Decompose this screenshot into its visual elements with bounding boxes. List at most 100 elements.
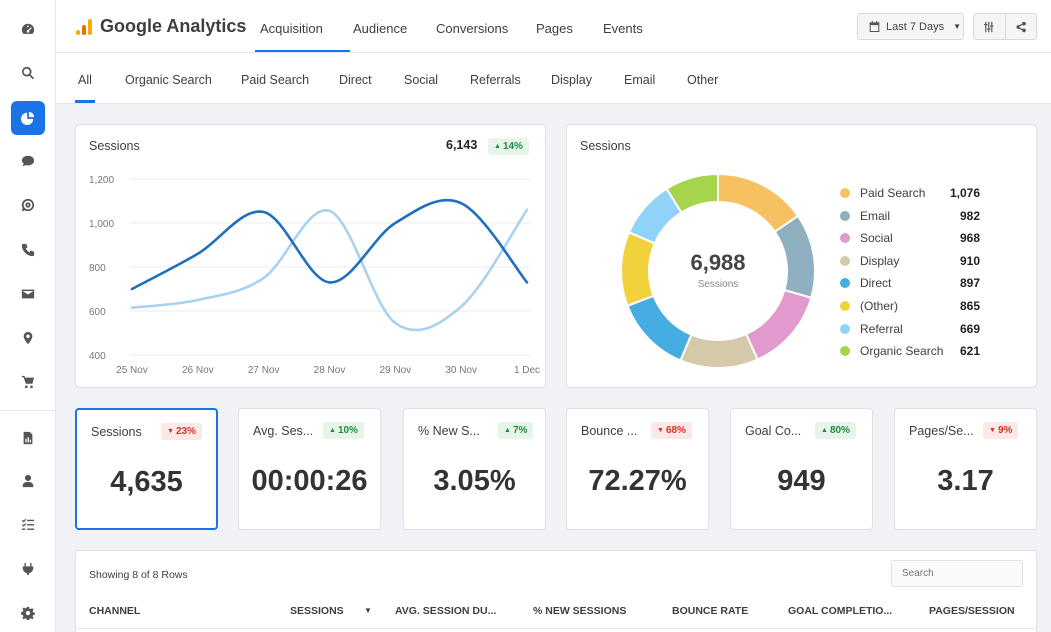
date-range-dropdown[interactable]: Last 7 Days ▼ [857, 13, 964, 40]
column-header-bounce-rate[interactable]: BOUNCE RATE [672, 605, 749, 617]
kpi-card[interactable]: Bounce ... ▼ 68% 72.27% [566, 408, 709, 530]
legend-item[interactable]: Direct 897 [840, 276, 980, 290]
tab-pages[interactable]: Pages [536, 21, 573, 36]
tab-acquisition[interactable]: Acquisition [260, 21, 323, 36]
checklist-icon[interactable] [11, 508, 45, 542]
line-card-total: 6,143 [446, 138, 478, 152]
triangle-down-icon: ▼ [657, 427, 664, 434]
column-header-goal-completions[interactable]: GOAL COMPLETIO... [788, 605, 893, 617]
kpi-change-badge: ▲ 7% [498, 422, 534, 439]
subtab-referrals[interactable]: Referrals [470, 73, 521, 87]
legend-value: 910 [959, 253, 980, 268]
subtab-email[interactable]: Email [624, 73, 656, 87]
line-card-change: 14% [502, 141, 523, 152]
y-tick-label: 800 [89, 263, 106, 274]
app-logo[interactable]: Google Analytics [76, 16, 246, 37]
subtab-direct[interactable]: Direct [339, 73, 372, 87]
kpi-card[interactable]: Goal Co... ▲ 80% 949 [730, 408, 873, 530]
pie-chart-icon[interactable] [11, 101, 45, 135]
donut-slice[interactable] [665, 172, 719, 214]
kpi-value: 3.17 [937, 465, 994, 497]
kpi-card[interactable]: Sessions ▼ 23% 4,635 [75, 408, 218, 530]
dashboard-icon[interactable] [11, 12, 45, 46]
legend-label: Social [860, 231, 893, 246]
phone-icon[interactable] [11, 233, 45, 267]
legend-item[interactable]: (Other) 865 [840, 299, 980, 313]
gear-icon[interactable] [11, 596, 45, 630]
x-tick-label: 25 Nov [116, 365, 148, 376]
donut-slice[interactable] [626, 294, 693, 362]
kpi-title: Avg. Ses... [253, 424, 314, 438]
kpi-value: 3.05% [433, 465, 516, 497]
subtab-other[interactable]: Other [687, 73, 719, 87]
line-card-title: Sessions [89, 139, 140, 153]
map-pin-icon[interactable] [11, 321, 45, 355]
table-row-count: Showing 8 of 8 Rows [89, 569, 188, 581]
legend-label: Paid Search [860, 186, 926, 200]
triangle-up-icon: ▲ [329, 427, 336, 434]
subtab-display[interactable]: Display [551, 73, 592, 87]
kpi-card[interactable]: % New S... ▲ 7% 3.05% [403, 408, 546, 530]
subtab-social[interactable]: Social [404, 73, 439, 87]
legend-item[interactable]: Display 910 [840, 254, 980, 268]
kpi-card[interactable]: Avg. Ses... ▲ 10% 00:00:26 [238, 408, 381, 530]
legend-label: Email [860, 208, 891, 223]
caret-down-icon: ▼ [953, 22, 962, 31]
kpi-change-badge: ▼ 9% [983, 422, 1019, 439]
column-header-avg-session-duration[interactable]: AVG. SESSION DU... [395, 605, 497, 617]
column-header-pages-session[interactable]: PAGES/SESSION [929, 605, 1015, 617]
column-header-channel[interactable]: CHANNEL [89, 605, 141, 617]
legend-item[interactable]: Email 982 [840, 209, 980, 223]
app-title: Google Analytics [100, 16, 247, 36]
donut-slice[interactable] [620, 230, 657, 308]
legend-value: 1,076 [949, 186, 980, 200]
tab-audience[interactable]: Audience [353, 21, 408, 36]
kpi-card[interactable]: Pages/Se... ▼ 9% 3.17 [894, 408, 1037, 530]
cart-icon[interactable] [11, 365, 45, 399]
kpi-value: 00:00:26 [251, 465, 368, 497]
chat-bubble-icon[interactable] [11, 144, 45, 178]
report-icon[interactable] [11, 421, 45, 455]
plug-icon[interactable] [11, 552, 45, 586]
date-range-label: Last 7 Days [886, 20, 945, 33]
tab-conversions[interactable]: Conversions [436, 21, 509, 36]
target-chat-icon[interactable] [11, 188, 45, 222]
search-icon[interactable] [11, 56, 45, 90]
legend-item[interactable]: Social 968 [840, 231, 980, 245]
sessions-line-card: Sessions 6,143 ▲ 14% 1,200 1,000 800 600 400 2… [75, 124, 546, 388]
legend-value: 968 [959, 231, 980, 246]
triangle-up-icon: ▲ [494, 143, 501, 150]
mail-icon[interactable] [11, 277, 45, 311]
kpi-title: Pages/Se... [909, 424, 974, 438]
kpi-change-badge: ▼ 68% [651, 422, 692, 439]
subtab-all[interactable]: All [78, 73, 92, 87]
kpi-title: Sessions [91, 425, 142, 439]
channel-table-card: Showing 8 of 8 Rows CHANNEL SESSIONS ▼ A… [75, 550, 1037, 632]
table-search-input[interactable] [891, 560, 1023, 587]
donut-slice[interactable] [679, 332, 759, 369]
legend-swatch [840, 210, 850, 221]
sort-desc-icon[interactable]: ▼ [364, 606, 372, 615]
table-header-divider [76, 628, 1036, 629]
legend-item[interactable]: Organic Search 621 [840, 344, 980, 358]
donut-slice[interactable] [773, 214, 816, 300]
subtab-paid-search[interactable]: Paid Search [241, 73, 310, 87]
legend-swatch [840, 188, 850, 198]
donut-slice[interactable] [744, 288, 813, 361]
kpi-change: 7% [512, 425, 528, 436]
legend-item[interactable]: Paid Search 1,076 [840, 186, 980, 200]
share-button[interactable] [1004, 14, 1037, 39]
kpi-title: % New S... [418, 424, 480, 438]
user-icon[interactable] [11, 464, 45, 498]
x-tick-label: 30 Nov [445, 365, 477, 376]
column-header-sessions[interactable]: SESSIONS [290, 605, 344, 617]
y-tick-label: 600 [89, 307, 106, 318]
customize-columns-button[interactable] [974, 14, 1005, 39]
column-header-new-sessions[interactable]: % NEW SESSIONS [533, 605, 627, 617]
tab-events[interactable]: Events [603, 21, 643, 36]
toolbar-buttons [973, 13, 1037, 40]
kpi-change-badge: ▲ 80% [815, 422, 856, 439]
active-tab-indicator [255, 50, 350, 52]
legend-item[interactable]: Referral 669 [840, 322, 980, 336]
subtab-organic-search[interactable]: Organic Search [125, 73, 212, 87]
